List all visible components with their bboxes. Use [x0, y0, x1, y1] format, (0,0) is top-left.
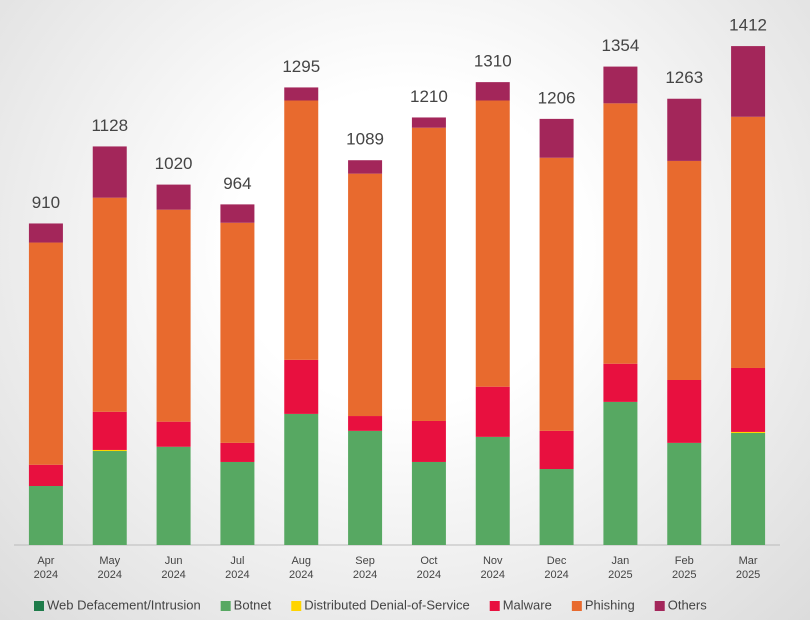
bar-segment — [667, 160, 702, 380]
bar-segment — [156, 209, 191, 422]
legend-label: Distributed Denial-of-Service — [304, 597, 469, 612]
total-label: 1089 — [346, 130, 384, 149]
bar-segment — [156, 446, 191, 545]
bar-segment — [667, 98, 702, 161]
bar-segment — [220, 204, 255, 223]
bar-segment — [92, 449, 127, 452]
bar-segment — [475, 82, 510, 101]
bar-segment — [731, 46, 766, 117]
bar-segment — [92, 411, 127, 450]
bar-segment — [731, 367, 766, 432]
bar-segment — [475, 436, 510, 545]
legend-label: Others — [668, 597, 708, 612]
legend-label: Malware — [503, 597, 552, 612]
legend-swatch — [34, 601, 44, 611]
total-label: 1354 — [602, 36, 640, 55]
bar-segment — [348, 430, 383, 545]
legend-swatch — [220, 601, 231, 611]
legend-label: Web Defacement/Intrusion — [47, 597, 201, 612]
bar-segment — [92, 451, 127, 545]
bar-segment — [603, 66, 638, 104]
legend-swatch — [571, 601, 582, 611]
bar-segment — [731, 431, 766, 433]
x-tick-label: May 2024 — [98, 555, 122, 581]
bar-segment — [28, 464, 63, 486]
legend-swatch — [489, 601, 500, 611]
bar-segment — [348, 416, 383, 431]
x-tick-label: Feb 2025 — [672, 555, 696, 581]
bar-segment — [220, 442, 255, 462]
x-tick-label: Jan 2025 — [608, 555, 632, 581]
bar-segment — [539, 469, 574, 545]
x-tick-label: Nov 2024 — [481, 555, 505, 581]
bar-segment — [411, 420, 446, 462]
bar-segment — [348, 173, 383, 417]
bar-segment — [284, 100, 319, 360]
total-label: 964 — [223, 174, 251, 193]
bar-segment — [667, 442, 702, 545]
bar-segment — [92, 146, 127, 198]
bar-segment — [411, 127, 446, 421]
bar-segment — [220, 461, 255, 545]
x-tick-label: Dec 2024 — [544, 555, 568, 581]
bar-segment — [731, 432, 766, 545]
total-label: 1412 — [729, 16, 767, 35]
bar-segment — [28, 223, 63, 243]
legend-label: Phishing — [585, 597, 635, 612]
bar-segment — [284, 359, 319, 414]
bar-segment — [284, 87, 319, 101]
total-label: 1128 — [91, 116, 128, 135]
x-tick-label: Oct 2024 — [417, 555, 441, 581]
total-label: 1020 — [155, 154, 193, 173]
bar-segment — [475, 100, 510, 387]
bar-segment — [539, 118, 574, 158]
x-tick-label: Sep 2024 — [353, 555, 377, 581]
bar-segment — [411, 117, 446, 128]
x-tick-label: Aug 2024 — [289, 555, 313, 581]
x-tick-label: Jun 2024 — [161, 555, 185, 581]
bar-segment — [220, 222, 255, 443]
total-label: 1263 — [665, 68, 703, 87]
legend-label: Botnet — [234, 597, 272, 612]
bar-segment — [475, 386, 510, 437]
total-label: 1295 — [282, 57, 320, 76]
bar-segment — [539, 430, 574, 470]
bar-segment — [28, 485, 63, 545]
bar-segment — [603, 363, 638, 402]
bar-segment — [411, 461, 446, 545]
bar-segment — [156, 184, 191, 210]
bar-segment — [348, 160, 383, 174]
legend-swatch — [291, 601, 302, 611]
x-tick-label: Mar 2025 — [736, 555, 760, 581]
bar-segment — [603, 103, 638, 364]
bar-segment — [92, 197, 127, 412]
bar-segment — [284, 413, 319, 545]
bar-segment — [603, 401, 638, 545]
bar-segment — [731, 116, 766, 368]
total-label: 1206 — [538, 88, 576, 107]
total-label: 1310 — [474, 52, 512, 71]
bar-segment — [28, 242, 63, 465]
legend-swatch — [654, 601, 665, 611]
bar-segment — [539, 157, 574, 431]
bar-segment — [667, 379, 702, 443]
bar-segment — [156, 421, 191, 447]
total-label: 910 — [32, 193, 60, 212]
x-tick-label: Apr 2024 — [34, 555, 58, 581]
total-label: 1210 — [410, 87, 448, 106]
x-tick-label: Jul 2024 — [225, 555, 249, 581]
